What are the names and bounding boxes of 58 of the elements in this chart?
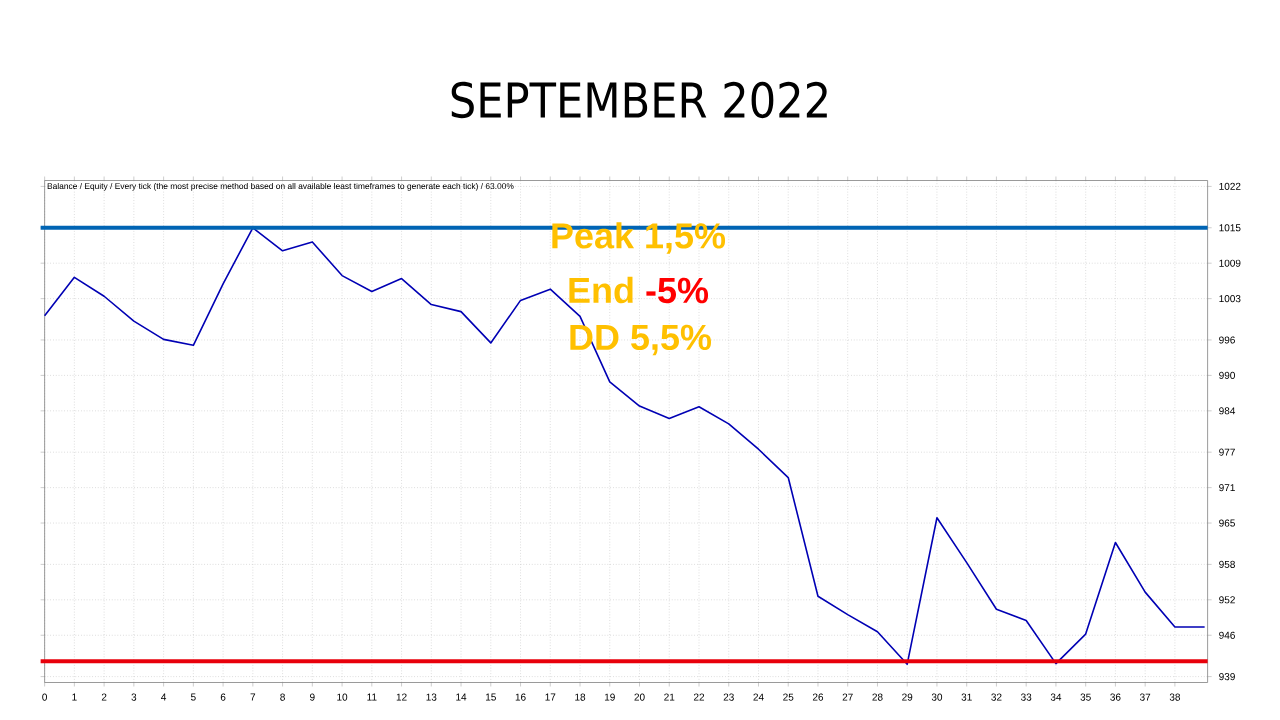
x-tick-label: 9 [310,693,315,701]
x-tick-label: 32 [991,693,1002,701]
x-tick-label: 5 [190,693,196,701]
x-tick-label: 33 [1021,693,1032,701]
x-tick-label: 13 [426,693,437,701]
x-tick-label: 37 [1139,693,1151,701]
x-tick-label: 0 [42,693,48,701]
x-tick-label: 1 [72,693,77,701]
y-tick-label: 958 [1219,560,1235,568]
x-tick-label: 11 [367,693,377,701]
x-tick-label: 12 [396,693,407,701]
x-tick-label: 14 [456,693,467,701]
x-tick-label: 15 [485,693,496,701]
x-tick-label: 28 [872,693,883,701]
y-tick-label: 1015 [1219,224,1241,232]
chart-title: SEPTEMBER 2022 [451,81,827,119]
y-tick-label: 952 [1219,596,1235,604]
y-tick-label: 1022 [1219,182,1241,190]
x-tick-label: 10 [337,693,348,701]
annotation: End [569,276,633,304]
x-tick-label: 3 [131,693,137,701]
x-tick-label: 27 [842,693,853,701]
y-tick-label: 1009 [1219,259,1241,267]
x-tick-label: 21 [664,693,675,701]
x-tick-label: 23 [723,693,734,701]
y-tick-label: 990 [1219,371,1235,379]
x-tick-label: 20 [634,693,645,701]
x-tick-label: 30 [931,693,943,701]
y-tick-label: 984 [1219,407,1236,415]
x-tick-label: 6 [220,693,226,701]
x-tick-label: 2 [101,693,107,701]
x-tick-label: 29 [902,693,913,701]
x-tick-label: 17 [545,693,556,701]
annotation: -5% [646,277,709,304]
x-tick-label: 8 [280,693,285,701]
x-tick-label: 18 [575,693,586,701]
x-tick-label: 19 [604,693,615,701]
chart-subtitle: Balance / Equity / Every tick (the most precise method based on all available least timeframes to generate each tick) / 63.00% [47,182,514,191]
x-tick-label: 22 [693,693,705,701]
x-tick-label: 25 [783,693,794,701]
x-tick-label: 26 [812,693,824,701]
x-tick-label: 31 [961,693,972,701]
y-tick-label: 1003 [1219,295,1241,303]
x-tick-label: 16 [515,693,526,701]
y-tick-label: 939 [1219,673,1235,681]
x-tick-label: 35 [1080,693,1091,701]
annotation: Peak 1,5% [552,222,726,254]
x-tick-label: 34 [1050,693,1062,701]
y-tick-label: 946 [1219,631,1235,639]
y-tick-label: 971 [1219,484,1235,492]
y-tick-label: 996 [1219,336,1235,344]
x-tick-label: 24 [753,693,764,701]
y-tick-label: 977 [1219,448,1235,456]
x-tick-label: 7 [250,693,256,701]
x-tick-label: 36 [1110,693,1121,701]
y-tick-label: 965 [1219,519,1235,527]
x-tick-label: 4 [161,693,167,701]
x-tick-label: 38 [1169,693,1181,701]
